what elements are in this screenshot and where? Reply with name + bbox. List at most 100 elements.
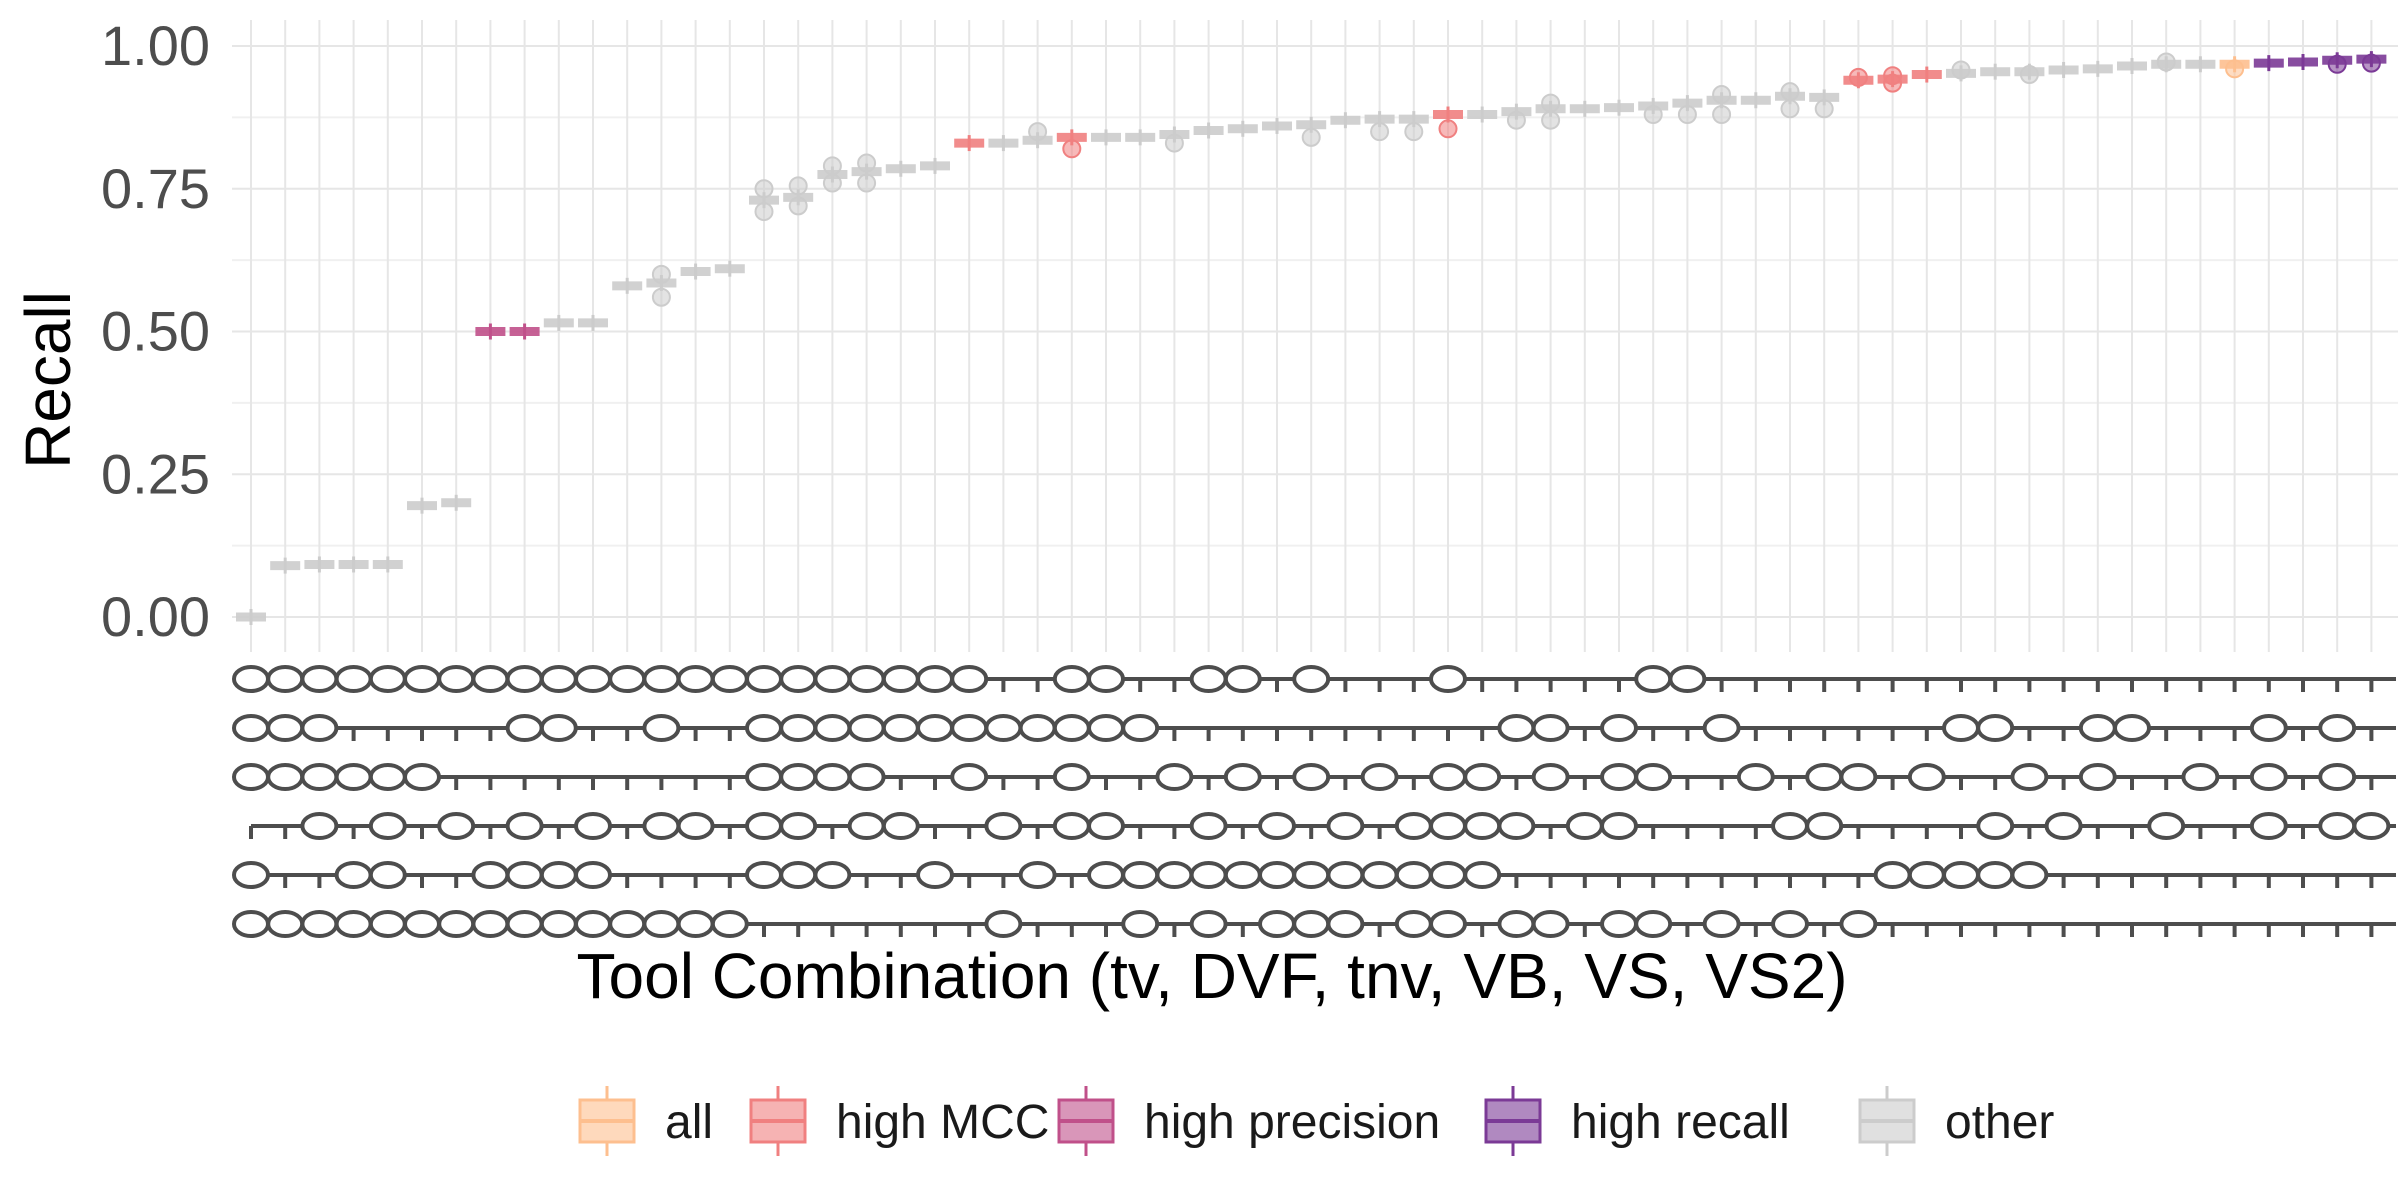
combo-included-marker	[574, 910, 612, 938]
outlier-point	[2225, 59, 2245, 79]
combo-included-marker	[300, 665, 339, 693]
y-tick-label: 0.75	[101, 157, 210, 220]
combo-included-marker	[1771, 910, 1809, 938]
combo-included-marker	[1258, 910, 1296, 938]
outlier-point	[651, 264, 671, 284]
outlier-point	[1438, 119, 1458, 139]
combo-included-marker	[881, 812, 920, 840]
combo-included-marker	[1429, 910, 1467, 938]
combo-included-marker	[539, 714, 578, 742]
combo-included-marker	[266, 763, 305, 791]
combo-included-marker	[368, 910, 407, 938]
legend-label: other	[1945, 1096, 2054, 1149]
combo-included-marker	[1942, 714, 1980, 742]
combo-included-marker	[1600, 714, 1638, 742]
legend-label: all	[665, 1096, 713, 1149]
outlier-point	[1643, 105, 1663, 125]
outlier-point	[651, 287, 671, 307]
combo-included-marker	[266, 910, 305, 938]
combo-included-marker	[1394, 861, 1433, 889]
combo-included-marker	[813, 861, 852, 889]
combo-included-marker	[505, 714, 544, 742]
outlier-point	[788, 196, 808, 216]
combo-included-marker	[1292, 665, 1331, 693]
combo-included-marker	[1223, 665, 1262, 693]
combo-included-marker	[471, 861, 510, 889]
combo-included-marker	[1052, 763, 1091, 791]
combo-included-marker	[2147, 812, 2186, 840]
combo-included-marker	[232, 910, 270, 938]
combo-included-marker	[1155, 861, 1194, 889]
tool-combination-matrix	[232, 665, 2396, 938]
outlier-point	[1712, 105, 1732, 125]
combo-included-marker	[471, 910, 510, 938]
combo-included-marker	[1565, 812, 1604, 840]
combo-included-marker	[574, 812, 612, 840]
outlier-point	[2361, 53, 2381, 73]
combo-included-marker	[539, 910, 578, 938]
combo-included-marker	[916, 714, 954, 742]
outlier-point	[1370, 122, 1390, 142]
combo-included-marker	[1052, 812, 1091, 840]
outlier-point	[1883, 66, 1903, 86]
combo-included-marker	[1394, 910, 1433, 938]
combo-included-marker	[1873, 861, 1912, 889]
combo-included-marker	[1429, 861, 1467, 889]
boxplot-series	[236, 51, 2387, 625]
combo-included-marker	[1805, 763, 1844, 791]
combo-included-marker	[1189, 665, 1228, 693]
combo-included-marker	[437, 910, 476, 938]
combo-included-marker	[676, 910, 715, 938]
combo-included-marker	[710, 910, 749, 938]
combo-included-marker	[1258, 861, 1296, 889]
combo-included-marker	[745, 714, 783, 742]
outlier-point	[1062, 139, 1082, 159]
outlier-point	[1951, 60, 1971, 80]
combo-included-marker	[1087, 714, 1125, 742]
combo-included-marker	[1258, 812, 1296, 840]
combo-included-marker	[300, 910, 339, 938]
combo-included-marker	[642, 714, 681, 742]
combo-included-marker	[2010, 763, 2049, 791]
combo-included-marker	[1052, 714, 1091, 742]
combo-included-marker	[1087, 861, 1125, 889]
outlier-point	[1301, 127, 1321, 147]
combo-included-marker	[608, 910, 647, 938]
combo-included-marker	[266, 714, 305, 742]
combo-included-marker	[642, 910, 681, 938]
combo-included-marker	[676, 812, 715, 840]
combo-included-marker	[676, 665, 715, 693]
combo-included-marker	[539, 861, 578, 889]
combo-included-marker	[1531, 910, 1570, 938]
combo-included-marker	[334, 763, 373, 791]
combo-included-marker	[1121, 861, 1160, 889]
combo-included-marker	[2078, 714, 2117, 742]
combo-included-marker	[1189, 812, 1228, 840]
combo-included-marker	[1326, 812, 1365, 840]
x-axis-title: Tool Combination (tv, DVF, tnv, VB, VS, …	[577, 940, 1848, 1012]
combo-included-marker	[745, 763, 783, 791]
combo-included-marker	[847, 812, 886, 840]
combo-included-marker	[1326, 861, 1365, 889]
combo-included-marker	[950, 714, 989, 742]
combo-included-marker	[334, 910, 373, 938]
combo-included-marker	[642, 665, 681, 693]
outlier-point	[1028, 122, 1048, 142]
combo-included-marker	[403, 665, 441, 693]
combo-included-marker	[1394, 812, 1433, 840]
combo-included-marker	[608, 665, 647, 693]
combo-included-marker	[1839, 910, 1878, 938]
combo-included-marker	[813, 714, 852, 742]
outlier-point	[1848, 67, 1868, 87]
combo-included-marker	[813, 763, 852, 791]
combo-included-marker	[2010, 861, 2049, 889]
combo-included-marker	[745, 812, 783, 840]
outlier-point	[2019, 65, 2039, 85]
combo-included-marker	[368, 812, 407, 840]
combo-included-marker	[1292, 910, 1331, 938]
combo-included-marker	[1121, 910, 1160, 938]
combo-included-marker	[1360, 763, 1399, 791]
combo-included-marker	[471, 665, 510, 693]
combo-included-marker	[2044, 812, 2083, 840]
combo-included-marker	[779, 812, 818, 840]
